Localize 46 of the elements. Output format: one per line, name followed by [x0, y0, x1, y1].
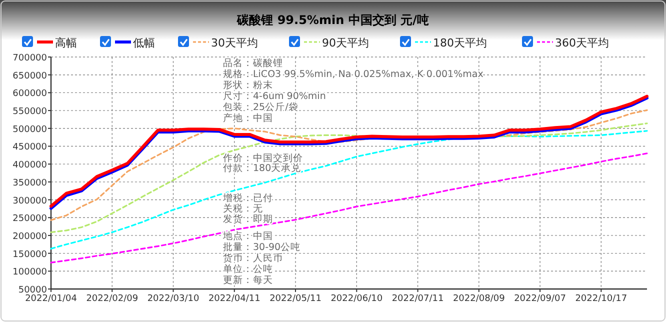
annotation: 包装：25公斤/袋 — [223, 101, 298, 113]
annotation: 地点：中国 — [222, 230, 273, 242]
annotation: 更新：每天 — [223, 274, 273, 286]
x-tick-label: 2022/09/07 — [514, 294, 566, 304]
annotation: 形状：粉末 — [223, 79, 273, 91]
annotation: 作价：中国交到价 — [222, 152, 303, 164]
annotation: 付款：180天承兑 — [223, 162, 302, 174]
x-tick-label: 2022/02/09 — [86, 294, 138, 304]
legend-label: 低幅 — [133, 36, 155, 50]
annotation: 批量：30-90公吨 — [223, 241, 301, 253]
y-tick-label: 200000 — [12, 232, 48, 242]
y-tick-label: 650000 — [12, 71, 48, 82]
y-tick-label: 250000 — [12, 214, 48, 224]
x-tick-label: 2022/07/11 — [392, 294, 444, 304]
line-series — [50, 152, 648, 264]
y-tick-label: 550000 — [12, 107, 48, 118]
x-tick-label: 2022/04/11 — [208, 294, 260, 304]
chart-title: 碳酸锂 99.5%min 中国交到 元/吨 — [236, 13, 429, 27]
x-tick-label: 2022/05/11 — [270, 294, 322, 304]
y-tick-label: 400000 — [12, 160, 48, 171]
x-tick-label: 2022/06/10 — [330, 294, 383, 304]
annotation: 发货：即期 — [223, 213, 273, 225]
legend-label: 高幅 — [55, 36, 77, 50]
annotation: 品名：碳酸锂 — [223, 57, 283, 69]
y-tick-label: 700000 — [12, 54, 48, 64]
y-tick-label: 300000 — [12, 196, 48, 206]
x-tick-label: 2022/08/09 — [452, 294, 506, 304]
annotation: 产地：中国 — [223, 112, 273, 124]
x-tick-label: 2022/10/17 — [575, 294, 628, 304]
legend-label: 180天平均 — [433, 36, 487, 50]
y-tick-label: 150000 — [12, 250, 48, 260]
x-tick-label: 2022/03/10 — [147, 294, 200, 304]
y-tick-label: 350000 — [12, 178, 48, 188]
legend-label: 30天平均 — [211, 36, 258, 50]
legend-label: 90天平均 — [322, 36, 369, 50]
y-tick-label: 100000 — [12, 268, 48, 278]
y-tick-label: 600000 — [12, 89, 48, 100]
line-series — [50, 130, 648, 250]
y-tick-label: 50000 — [18, 286, 48, 296]
y-tick-label: 450000 — [12, 142, 48, 153]
y-tick-label: 500000 — [12, 124, 48, 135]
legend-label: 360天平均 — [555, 36, 609, 50]
annotation: 尺寸：4-6um 90%min — [223, 90, 326, 102]
annotation: 关税：无 — [223, 202, 263, 214]
annotation: 货币：人民币 — [223, 252, 283, 264]
x-tick-label: 2022/01/04 — [25, 294, 78, 304]
